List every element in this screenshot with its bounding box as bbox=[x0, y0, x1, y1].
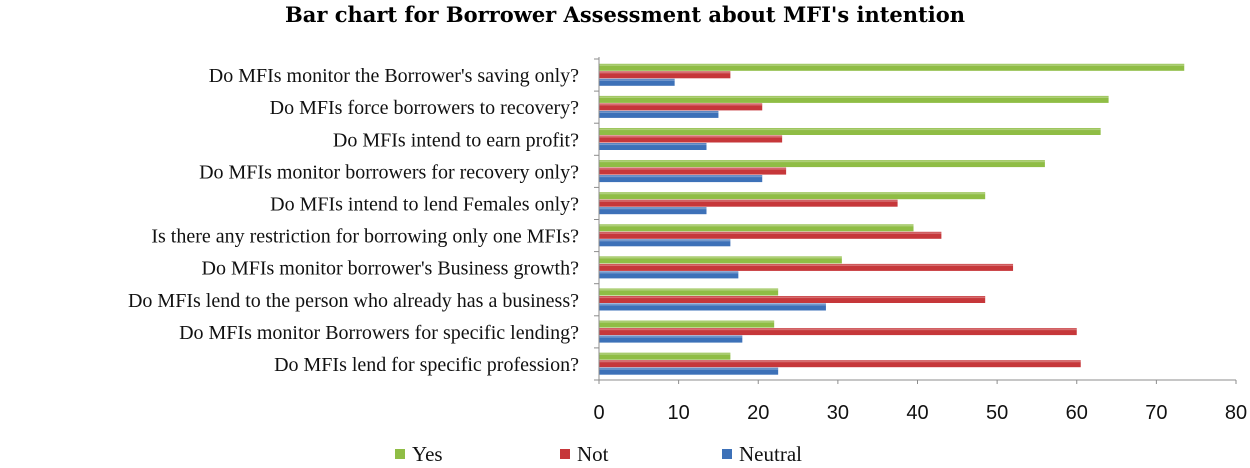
chart-title: Bar chart for Borrower Assessment about … bbox=[285, 2, 965, 27]
bar-neutral-8 bbox=[599, 303, 826, 311]
bar-highlight-not-10 bbox=[599, 360, 1081, 363]
bar-not-7 bbox=[599, 263, 1014, 271]
bar-highlight-not-3 bbox=[599, 136, 783, 138]
x-tick-label-30: 30 bbox=[827, 402, 849, 424]
bar-highlight-yes-6 bbox=[599, 224, 914, 227]
x-tick-label-50: 50 bbox=[986, 402, 1008, 424]
bar-not-1 bbox=[599, 71, 731, 79]
bar-neutral-10 bbox=[599, 367, 779, 375]
bar-highlight-not-5 bbox=[599, 200, 898, 202]
bar-yes-6 bbox=[599, 224, 914, 232]
bar-neutral-1 bbox=[599, 78, 675, 86]
bar-neutral-6 bbox=[599, 239, 731, 247]
bar-not-9 bbox=[599, 328, 1077, 336]
bar-yes-9 bbox=[599, 320, 775, 328]
x-tick-label-20: 20 bbox=[747, 402, 769, 424]
x-tick-label-10: 10 bbox=[668, 402, 690, 424]
bar-neutral-3 bbox=[599, 143, 707, 150]
bar-highlight-yes-4 bbox=[599, 160, 1045, 163]
category-label-9: Do MFIs monitor Borrowers for specific l… bbox=[179, 322, 579, 344]
bar-neutral-7 bbox=[599, 271, 739, 279]
bar-not-6 bbox=[599, 231, 942, 239]
bar-highlight-yes-1 bbox=[599, 64, 1185, 66]
bar-highlight-neutral-4 bbox=[599, 175, 763, 178]
bar-highlight-not-9 bbox=[599, 328, 1077, 331]
bar-highlight-neutral-7 bbox=[599, 271, 739, 274]
x-tick-label-70: 70 bbox=[1145, 402, 1167, 424]
bar-yes-5 bbox=[599, 192, 986, 200]
legend-swatch-neutral bbox=[722, 449, 732, 459]
bar-highlight-neutral-1 bbox=[599, 79, 675, 81]
bar-yes-1 bbox=[599, 63, 1185, 71]
bar-not-5 bbox=[599, 199, 898, 207]
legend: Yes Not Neutral bbox=[395, 442, 802, 466]
bar-yes-10 bbox=[599, 352, 731, 360]
legend-swatch-not bbox=[560, 449, 570, 459]
bar-highlight-yes-2 bbox=[599, 96, 1109, 98]
bar-highlight-neutral-9 bbox=[599, 336, 743, 338]
bar-highlight-not-6 bbox=[599, 232, 942, 234]
bar-not-10 bbox=[599, 360, 1081, 368]
bar-neutral-9 bbox=[599, 335, 743, 343]
x-tick-label-60: 60 bbox=[1066, 402, 1088, 424]
axis-layer bbox=[594, 57, 1237, 384]
bar-not-3 bbox=[599, 135, 783, 143]
bar-not-8 bbox=[599, 296, 986, 303]
bar-highlight-yes-3 bbox=[599, 128, 1101, 131]
bar-highlight-neutral-8 bbox=[599, 304, 826, 306]
bar-highlight-neutral-2 bbox=[599, 111, 719, 113]
bar-highlight-not-7 bbox=[599, 264, 1014, 266]
bar-neutral-5 bbox=[599, 207, 707, 215]
bar-highlight-yes-9 bbox=[599, 321, 775, 323]
bar-highlight-yes-7 bbox=[599, 256, 842, 259]
category-label-6: Is there any restriction for borrowing o… bbox=[151, 226, 579, 248]
bar-highlight-yes-8 bbox=[599, 289, 779, 291]
category-label-10: Do MFIs lend for specific profession? bbox=[274, 354, 579, 376]
x-tick-label-0: 0 bbox=[593, 402, 604, 424]
bar-yes-2 bbox=[599, 95, 1109, 103]
bar-highlight-neutral-5 bbox=[599, 207, 707, 210]
bar-highlight-not-8 bbox=[599, 296, 986, 299]
bar-highlight-neutral-3 bbox=[599, 143, 707, 146]
category-label-5: Do MFIs intend to lend Females only? bbox=[270, 193, 579, 215]
legend-label-neutral: Neutral bbox=[739, 442, 802, 466]
category-labels: Do MFIs monitor the Borrower's saving on… bbox=[128, 65, 579, 376]
bar-yes-4 bbox=[599, 160, 1045, 168]
bar-highlight-neutral-6 bbox=[599, 239, 731, 242]
category-label-3: Do MFIs intend to earn profit? bbox=[333, 129, 579, 151]
bar-highlight-not-2 bbox=[599, 103, 763, 106]
bar-neutral-4 bbox=[599, 175, 763, 183]
category-label-8: Do MFIs lend to the person who already h… bbox=[128, 290, 579, 312]
category-label-1: Do MFIs monitor the Borrower's saving on… bbox=[209, 65, 579, 87]
bar-highlight-yes-5 bbox=[599, 192, 986, 195]
bar-yes-7 bbox=[599, 256, 842, 264]
x-tick-label-80: 80 bbox=[1225, 402, 1247, 424]
x-tick-label-40: 40 bbox=[906, 402, 928, 424]
category-label-4: Do MFIs monitor borrowers for recovery o… bbox=[199, 161, 579, 183]
bar-not-4 bbox=[599, 167, 787, 175]
bar-neutral-2 bbox=[599, 110, 719, 118]
bar-not-2 bbox=[599, 103, 763, 111]
bar-yes-3 bbox=[599, 128, 1101, 135]
category-label-2: Do MFIs force borrowers to recovery? bbox=[270, 97, 579, 119]
bars-layer bbox=[599, 63, 1185, 375]
bar-highlight-neutral-10 bbox=[599, 368, 779, 370]
bar-highlight-not-4 bbox=[599, 168, 787, 170]
bar-highlight-not-1 bbox=[599, 71, 731, 74]
legend-label-not: Not bbox=[577, 442, 609, 466]
bar-highlight-yes-10 bbox=[599, 353, 731, 355]
category-label-7: Do MFIs monitor borrower's Business grow… bbox=[202, 258, 580, 280]
legend-swatch-yes bbox=[395, 449, 405, 459]
legend-label-yes: Yes bbox=[412, 442, 443, 466]
bar-yes-8 bbox=[599, 288, 779, 296]
tick-labels: 0 10 20 30 40 50 60 70 80 bbox=[593, 402, 1247, 424]
